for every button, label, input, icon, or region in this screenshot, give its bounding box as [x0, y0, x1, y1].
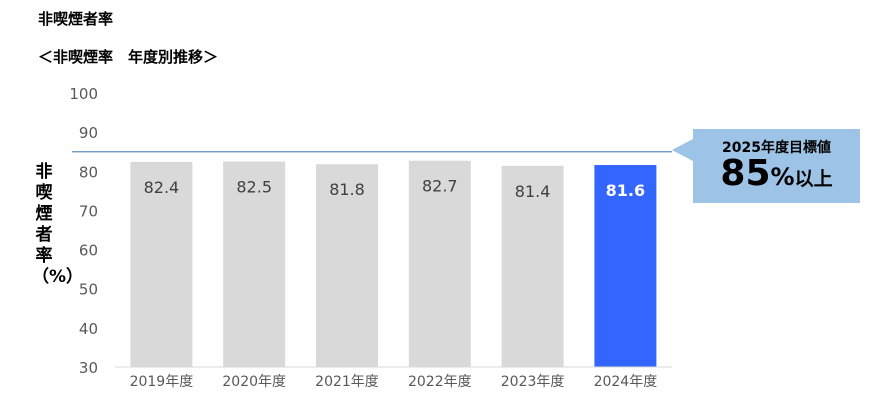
bar: [130, 161, 193, 367]
y-tick-label: 90: [79, 124, 98, 142]
x-tick-label: 2019年度: [130, 374, 194, 390]
callout-suffix: 以上: [794, 168, 833, 190]
callout-unit: %: [770, 163, 795, 191]
data-label: 81.6: [606, 181, 645, 200]
y-tick-label: 60: [79, 242, 98, 260]
chart-subtitle: ＜非喫煙率 年度別推移＞: [38, 48, 219, 66]
bar: [501, 165, 564, 367]
x-tick-label: 2023年度: [501, 374, 565, 390]
x-tick-label: 2020年度: [222, 374, 286, 390]
y-tick-label: 40: [79, 320, 98, 338]
page-title: 非喫煙者率: [38, 10, 114, 28]
target-callout: 2025年度目標値 85%以上: [672, 129, 860, 203]
data-label: 82.5: [236, 178, 272, 197]
bar: [594, 165, 657, 367]
bar: [408, 160, 471, 367]
x-tick-label: 2022年度: [408, 374, 472, 390]
y-tick-label: 80: [79, 163, 98, 181]
callout-label: 2025年度目標値: [722, 140, 831, 156]
bar: [223, 161, 286, 367]
data-label: 82.7: [422, 177, 458, 196]
data-label: 81.4: [515, 182, 551, 201]
y-tick-label: 30: [79, 359, 98, 377]
x-tick-label: 2021年度: [315, 374, 379, 390]
y-tick-label: 50: [79, 281, 98, 299]
y-tick-label: 70: [79, 202, 98, 220]
data-label: 81.8: [329, 180, 365, 199]
callout-value: 85: [720, 153, 771, 194]
y-tick-label: 100: [69, 85, 98, 103]
x-tick-label: 2024年度: [594, 374, 658, 390]
bar: [316, 164, 378, 367]
data-label: 82.4: [144, 178, 180, 197]
